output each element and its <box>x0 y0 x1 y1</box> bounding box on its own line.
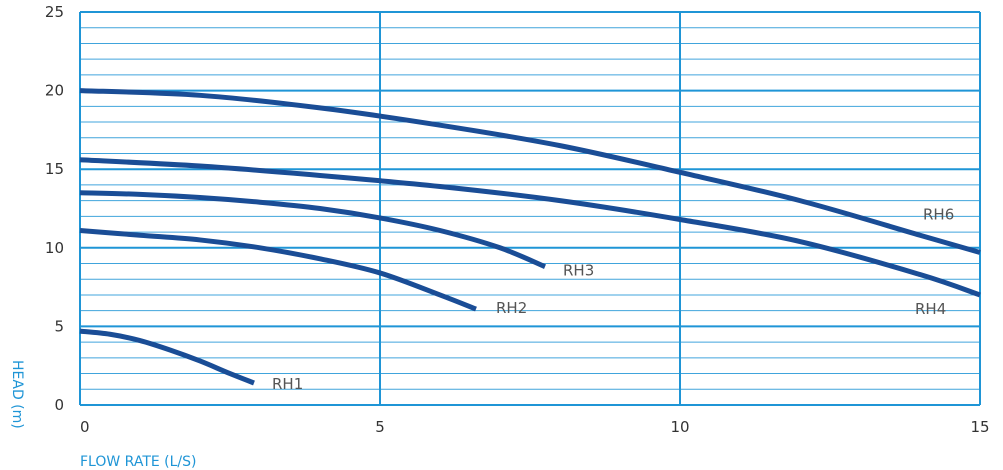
y-tick-label: 15 <box>45 160 64 178</box>
y-tick-label: 10 <box>45 239 64 257</box>
y-tick-label: 0 <box>54 396 64 414</box>
curve-label-rh1: RH1 <box>272 375 303 393</box>
performance-curves <box>79 88 981 386</box>
curve-label-rh3: RH3 <box>563 262 594 280</box>
curve-rh1 <box>79 328 255 386</box>
grid <box>79 11 981 406</box>
curve-rh2 <box>79 228 477 312</box>
y-axis-title: HEAD (m) <box>9 360 25 429</box>
x-tick-label: 5 <box>375 418 385 436</box>
x-tick-label: 10 <box>670 418 689 436</box>
curve-label-rh6: RH6 <box>923 206 954 224</box>
curve-rh4 <box>79 157 981 298</box>
y-tick-label: 5 <box>54 317 64 335</box>
curve-rh3 <box>79 190 546 269</box>
x-axis-title: FLOW RATE (L/S) <box>80 454 197 470</box>
y-tick-label: 20 <box>45 82 64 100</box>
curve-labels: RH1 RH2 RH3 RH4 RH6 <box>272 206 954 393</box>
x-tick-label: 15 <box>970 418 989 436</box>
curve-label-rh4: RH4 <box>915 300 946 318</box>
curve-rh6 <box>79 88 981 255</box>
tick-labels: 0 5 10 15 0 5 10 15 20 25 <box>45 3 990 436</box>
y-tick-label: 25 <box>45 3 64 21</box>
curve-label-rh2: RH2 <box>496 299 527 317</box>
x-tick-label: 0 <box>80 418 90 436</box>
